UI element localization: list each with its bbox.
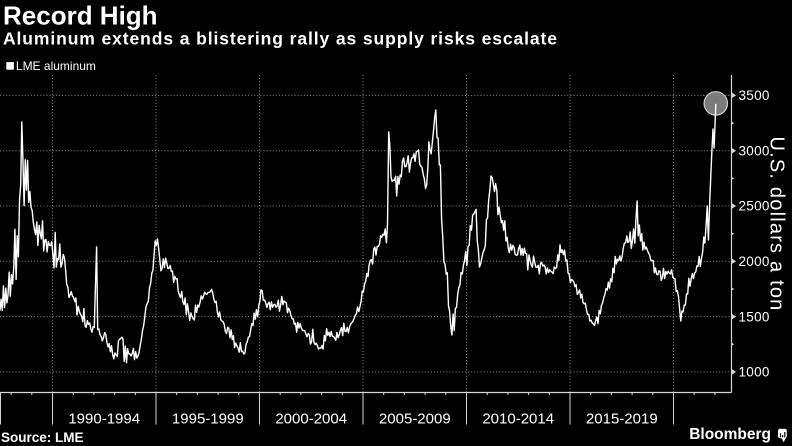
svg-text:LME aluminum: LME aluminum (16, 59, 96, 73)
svg-text:Record High: Record High (3, 1, 158, 31)
svg-text:3500: 3500 (739, 88, 770, 103)
svg-text:1990-1994: 1990-1994 (68, 411, 140, 428)
svg-text:Source: LME: Source: LME (1, 430, 84, 445)
svg-text:Bloomberg: Bloomberg (689, 426, 771, 443)
svg-text:1000: 1000 (739, 365, 770, 380)
svg-text:2000-2004: 2000-2004 (275, 411, 347, 428)
svg-text:3000: 3000 (739, 143, 770, 158)
svg-text:2015-2019: 2015-2019 (586, 411, 658, 428)
svg-text:1500: 1500 (739, 309, 770, 324)
svg-text:2000: 2000 (739, 254, 770, 269)
svg-text:U.S. dollars a ton: U.S. dollars a ton (766, 136, 788, 311)
svg-text:2500: 2500 (739, 199, 770, 214)
svg-text:2010-2014: 2010-2014 (482, 411, 554, 428)
svg-text:1995-1999: 1995-1999 (172, 411, 244, 428)
svg-text:Aluminum extends a blistering: Aluminum extends a blistering rally as s… (3, 29, 558, 49)
svg-text:2005-2009: 2005-2009 (379, 411, 451, 428)
